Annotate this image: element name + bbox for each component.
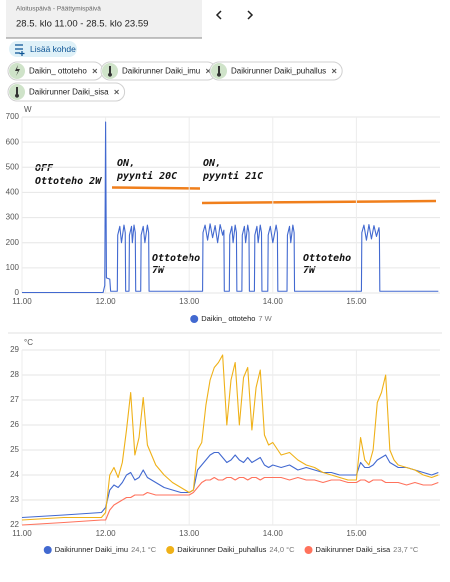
- legend-label: Daikirunner Daiki_imu: [55, 545, 128, 554]
- x-tick-label: 14.00: [263, 297, 284, 306]
- annotation: Ottoteho: [303, 253, 351, 264]
- legend-marker: [304, 546, 313, 554]
- annotation: Ottoteho 2W: [35, 176, 102, 187]
- add-button[interactable]: [9, 41, 77, 57]
- add-icon: [15, 44, 25, 56]
- annotation: pyynti 21C: [202, 170, 263, 182]
- chip-icon-glyph: [15, 87, 19, 98]
- y-axis-unit: °C: [24, 338, 33, 347]
- chip-body: [7, 82, 126, 102]
- chip-icon-glyph: [216, 66, 221, 77]
- series-line: [21, 476, 439, 526]
- chip[interactable]: Daikirunner Daiki_puhallus: [209, 61, 343, 81]
- legend-marker: [190, 315, 199, 323]
- x-tick-label: 11.00: [12, 297, 32, 306]
- y-tick-label: 28: [10, 370, 19, 379]
- annotation: ON,: [117, 158, 135, 169]
- y-tick-label: 300: [6, 213, 20, 222]
- chip-icon-glyph: [15, 65, 20, 76]
- x-tick-label: 12.00: [96, 297, 117, 306]
- x-tick-label: 13.00: [179, 297, 200, 306]
- y-tick-label: 26: [10, 420, 19, 429]
- chip-remove[interactable]: [114, 89, 119, 95]
- add-button-label[interactable]: Lisää kohde: [30, 44, 76, 54]
- annotation-line: [111, 186, 201, 190]
- y-tick-label: 24: [10, 470, 19, 479]
- series-line: [21, 451, 439, 519]
- y-tick-label: 600: [6, 137, 20, 146]
- chip-body: [209, 61, 343, 81]
- annotation: 7W: [152, 265, 165, 276]
- legend: Daikirunner Daiki_imu 24,1 °C Daikirunner …: [43, 545, 419, 554]
- x-tick-label: 15.00: [346, 297, 367, 306]
- series-line: [21, 354, 439, 521]
- legend-label: Daikin_ ottoteho: [201, 314, 255, 323]
- legend-value: 24,0 °C: [269, 545, 295, 554]
- date-value: 28.5. klo 11.00 - 28.5. klo 23.59: [16, 19, 148, 30]
- chip-label: Daikin_ ottoteho: [29, 67, 87, 76]
- y-axis-unit: W: [24, 105, 32, 114]
- x-tick-label: 13.00: [179, 529, 200, 538]
- legend-value: 7 W: [258, 314, 272, 323]
- y-tick-label: 29: [10, 345, 19, 354]
- legend-marker: [43, 546, 52, 554]
- chip[interactable]: Daikirunner Daiki_sisa: [7, 82, 126, 102]
- chips: Daikin_ ottoteho Daikirunner Daiki_imu Dai…: [7, 61, 343, 102]
- x-tick-label: 12.00: [96, 529, 117, 538]
- chip-remove[interactable]: [331, 68, 337, 74]
- y-tick-label: 500: [6, 162, 20, 171]
- annotations: OFF Ottoteho 2W ON, pyynti 20C ON, pyynt…: [35, 158, 437, 276]
- legend: Daikin_ ottoteho 7 W: [190, 314, 273, 323]
- legend-label: Daikirunner Daiki_sisa: [316, 545, 391, 554]
- date-field[interactable]: [6, 0, 202, 38]
- annotation: pyynti 20C: [116, 170, 177, 182]
- y-tick-label: 700: [6, 112, 20, 121]
- annotation: OFF: [35, 163, 54, 174]
- y-tick-label: 25: [10, 445, 19, 454]
- chip[interactable]: Daikirunner Daiki_imu: [100, 61, 217, 81]
- x-tick-label: 14.00: [263, 529, 284, 538]
- series-line: [22, 121, 439, 294]
- legend-label: Daikirunner Daiki_puhallus: [177, 545, 266, 554]
- y-tick-label: 0: [15, 288, 20, 297]
- prev-arrow[interactable]: [215, 10, 222, 20]
- y-tick-label: 22: [10, 520, 19, 529]
- chip[interactable]: Daikin_ ottoteho: [7, 61, 104, 81]
- legend-value: 23,7 °C: [393, 545, 419, 554]
- annotation: 7W: [303, 265, 316, 276]
- chip-label: Daikirunner Daiki_imu: [122, 67, 200, 76]
- y-tick-label: 23: [10, 495, 19, 504]
- y-tick-label: 27: [10, 395, 19, 404]
- chip-icon-glyph: [108, 66, 112, 77]
- legend-value: 24,1 °C: [131, 545, 157, 554]
- annotation: Ottoteho: [152, 253, 200, 264]
- chip-remove[interactable]: [205, 68, 211, 74]
- y-tick-label: 100: [6, 263, 20, 272]
- next-arrow[interactable]: [247, 10, 254, 20]
- x-tick-label: 15.00: [346, 529, 367, 538]
- y-tick-label: 200: [6, 238, 20, 247]
- y-tick-label: 400: [6, 188, 20, 197]
- annotation-line: [201, 199, 437, 205]
- chip-remove[interactable]: [92, 68, 98, 74]
- chip-label: Daikirunner Daiki_sisa: [29, 88, 109, 97]
- date-label: Aloituspäivä - Päättymispäivä: [16, 6, 101, 13]
- annotation: ON,: [203, 158, 221, 169]
- legend-marker: [166, 546, 175, 554]
- x-tick-label: 11.00: [12, 529, 32, 538]
- chip-label: Daikirunner Daiki_puhallus: [231, 67, 326, 76]
